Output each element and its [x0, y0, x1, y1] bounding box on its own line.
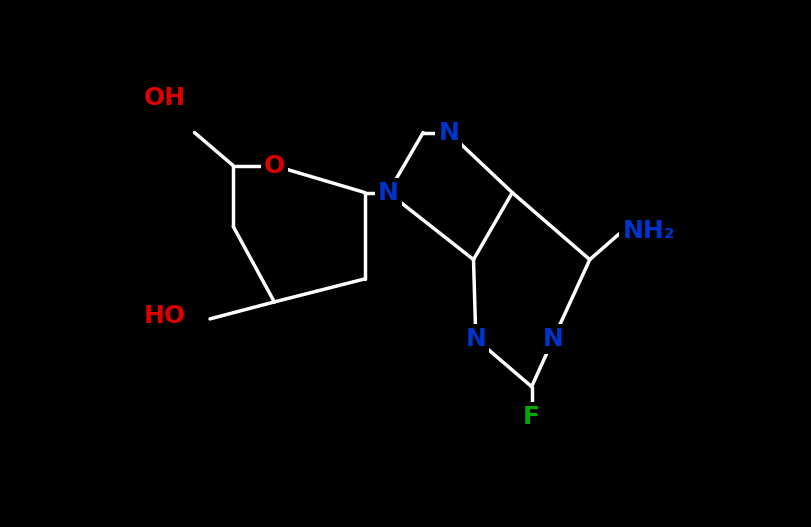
Text: F: F	[522, 405, 539, 430]
Text: N: N	[543, 327, 563, 351]
Text: N: N	[377, 181, 398, 204]
Text: N: N	[438, 121, 458, 144]
Text: NH₂: NH₂	[621, 219, 674, 243]
Text: OH: OH	[144, 86, 186, 110]
Text: O: O	[264, 154, 285, 178]
Text: N: N	[465, 327, 486, 351]
Text: HO: HO	[144, 304, 186, 328]
